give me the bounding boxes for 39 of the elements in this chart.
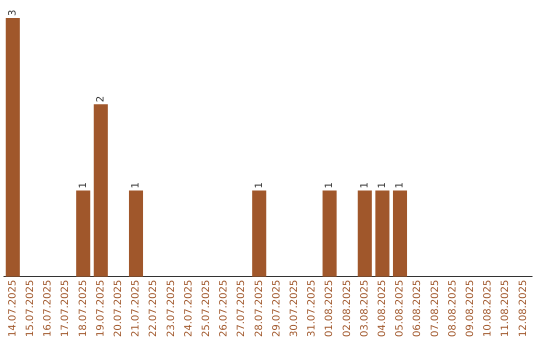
- x-tick-label: 29.07.2025: [271, 280, 282, 338]
- x-tick-label: 10.08.2025: [482, 280, 494, 338]
- x-tick-label: 22.07.2025: [148, 280, 160, 338]
- x-tick-label: 07.08.2025: [430, 280, 441, 338]
- x-tick-label: 23.07.2025: [166, 280, 177, 338]
- x-tick-label: 15.07.2025: [24, 280, 36, 338]
- x-tick-label: 19.07.2025: [95, 280, 106, 338]
- x-tick-label: 18.07.2025: [78, 280, 89, 338]
- data-label: 3: [7, 10, 18, 16]
- x-tick-label: 06.08.2025: [412, 280, 424, 338]
- data-label: 1: [254, 182, 265, 188]
- data-label: 2: [95, 96, 106, 102]
- x-tick-label: 24.07.2025: [183, 280, 194, 338]
- x-tick-label: 25.07.2025: [200, 280, 212, 338]
- x-tick-label: 26.07.2025: [218, 280, 230, 338]
- data-label: 1: [359, 182, 370, 188]
- x-tick-label: 20.07.2025: [112, 280, 124, 338]
- data-label: 1: [78, 182, 89, 188]
- x-tick-label: 11.08.2025: [500, 280, 512, 338]
- x-tick-label: 09.08.2025: [464, 280, 476, 338]
- data-label: 1: [394, 182, 406, 188]
- x-tick-label: 31.07.2025: [306, 280, 318, 338]
- x-tick-label: 28.07.2025: [254, 280, 265, 338]
- x-tick-label: 17.07.2025: [60, 280, 72, 338]
- x-tick-label: 03.08.2025: [359, 280, 370, 338]
- data-label: 1: [376, 182, 388, 188]
- x-tick-label: 01.08.2025: [324, 280, 336, 338]
- data-label: 1: [130, 182, 142, 188]
- x-tick-label: 16.07.2025: [42, 280, 54, 338]
- x-tick-label: 27.07.2025: [236, 280, 248, 338]
- x-tick-label: 08.08.2025: [447, 280, 458, 338]
- x-tick-label: 02.08.2025: [342, 280, 353, 338]
- x-tick-label: 04.08.2025: [376, 280, 388, 338]
- data-label: 1: [324, 182, 336, 188]
- x-tick-label: 30.07.2025: [288, 280, 300, 338]
- x-tick-label: 21.07.2025: [130, 280, 142, 338]
- x-tick-label: 05.08.2025: [394, 280, 406, 338]
- x-tick-label: 12.08.2025: [518, 280, 529, 338]
- x-tick-label: 14.07.2025: [7, 280, 18, 338]
